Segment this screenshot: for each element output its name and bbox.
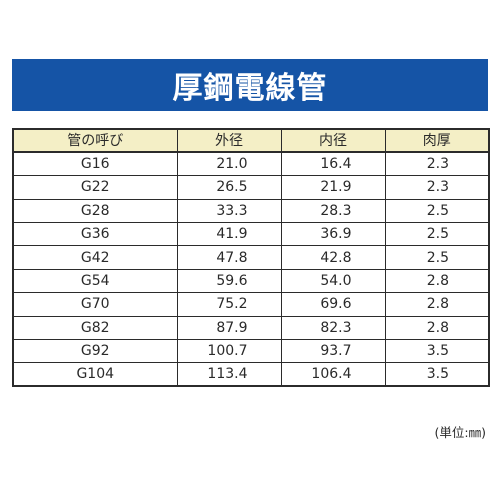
table-row: G54 59.6 54.0 2.8 — [12, 268, 490, 294]
cell-wall-thickness: 3.5 — [384, 362, 490, 387]
conduit-spec-table: 管の呼び 外径 内径 肉厚 G16 21.0 16.4 2.3 G22 26.5 21.9 2… — [12, 128, 490, 388]
cell-inner-diameter: 69.6 — [280, 292, 386, 317]
table-row: G16 21.0 16.4 2.3 — [12, 151, 490, 177]
table-row: G42 47.8 42.8 2.5 — [12, 245, 490, 270]
cell-outer-diameter: 59.6 — [176, 268, 282, 294]
cell-designation: G82 — [12, 315, 178, 341]
page-title: 厚鋼電線管 — [172, 71, 328, 106]
table-row: G70 75.2 69.6 2.8 — [12, 292, 490, 317]
table-row: G92 100.7 93.7 3.5 — [12, 339, 490, 364]
cell-inner-diameter: 93.7 — [280, 339, 386, 364]
cell-wall-thickness: 2.8 — [384, 268, 490, 294]
cell-wall-thickness: 2.8 — [384, 292, 490, 317]
cell-wall-thickness: 3.5 — [384, 339, 490, 364]
cell-wall-thickness: 2.5 — [384, 198, 490, 224]
table-body: G16 21.0 16.4 2.3 G22 26.5 21.9 2.3 G28 33.3 28.3 2… — [12, 151, 490, 387]
table-row: G36 41.9 36.9 2.5 — [12, 222, 490, 247]
column-header-designation: 管の呼び — [12, 128, 178, 154]
title-banner: 厚鋼電線管 — [12, 59, 488, 111]
cell-outer-diameter: 47.8 — [176, 245, 282, 270]
cell-inner-diameter: 42.8 — [280, 245, 386, 270]
cell-outer-diameter: 21.0 — [176, 151, 282, 177]
cell-wall-thickness: 2.5 — [384, 222, 490, 247]
cell-wall-thickness: 2.5 — [384, 245, 490, 270]
cell-outer-diameter: 41.9 — [176, 222, 282, 247]
table-row: G82 87.9 82.3 2.8 — [12, 315, 490, 341]
cell-designation: G92 — [12, 339, 178, 364]
cell-outer-diameter: 26.5 — [176, 175, 282, 200]
cell-designation: G28 — [12, 198, 178, 224]
cell-outer-diameter: 113.4 — [176, 362, 282, 387]
cell-outer-diameter: 75.2 — [176, 292, 282, 317]
table-row: G22 26.5 21.9 2.3 — [12, 175, 490, 200]
cell-inner-diameter: 16.4 — [280, 151, 386, 177]
cell-outer-diameter: 33.3 — [176, 198, 282, 224]
unit-note: (単位:㎜) — [434, 425, 486, 440]
cell-designation: G16 — [12, 151, 178, 177]
cell-inner-diameter: 106.4 — [280, 362, 386, 387]
column-header-outer-diameter: 外径 — [176, 128, 282, 154]
table-row: G28 33.3 28.3 2.5 — [12, 198, 490, 224]
cell-inner-diameter: 82.3 — [280, 315, 386, 341]
cell-inner-diameter: 54.0 — [280, 268, 386, 294]
cell-inner-diameter: 28.3 — [280, 198, 386, 224]
cell-wall-thickness: 2.3 — [384, 175, 490, 200]
cell-inner-diameter: 36.9 — [280, 222, 386, 247]
table-row: G104 113.4 106.4 3.5 — [12, 362, 490, 387]
cell-designation: G70 — [12, 292, 178, 317]
cell-wall-thickness: 2.8 — [384, 315, 490, 341]
cell-designation: G36 — [12, 222, 178, 247]
table-header-row: 管の呼び 外径 内径 肉厚 — [12, 128, 490, 154]
cell-wall-thickness: 2.3 — [384, 151, 490, 177]
cell-designation: G22 — [12, 175, 178, 200]
cell-outer-diameter: 87.9 — [176, 315, 282, 341]
cell-designation: G42 — [12, 245, 178, 270]
column-header-wall-thickness: 肉厚 — [384, 128, 490, 154]
cell-designation: G104 — [12, 362, 178, 387]
cell-designation: G54 — [12, 268, 178, 294]
cell-inner-diameter: 21.9 — [280, 175, 386, 200]
cell-outer-diameter: 100.7 — [176, 339, 282, 364]
column-header-inner-diameter: 内径 — [280, 128, 386, 154]
